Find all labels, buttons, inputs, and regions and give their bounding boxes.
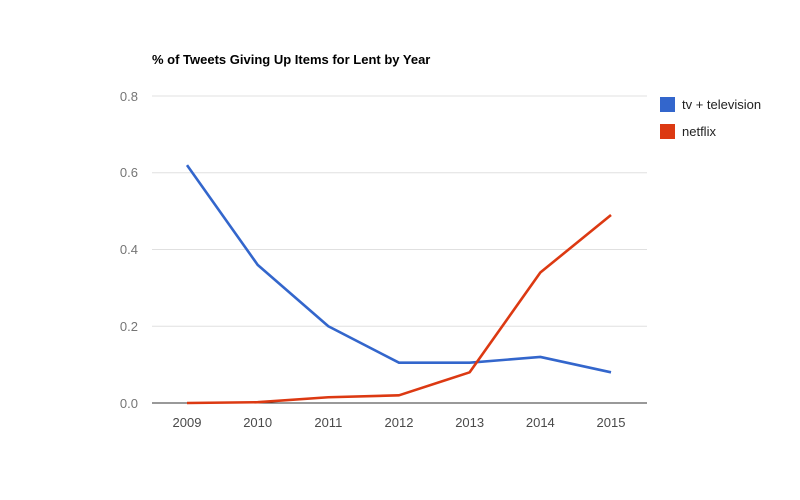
y-tick-label: 0.4 [119, 242, 138, 257]
chart-title: % of Tweets Giving Up Items for Lent by … [152, 52, 431, 67]
line-netflix [186, 213, 612, 405]
x-tick-label: 2011 [314, 415, 343, 430]
y-tick-label: 0.8 [119, 88, 138, 104]
y-tick-label: 0.2 [119, 318, 138, 334]
legend-item: netflix [660, 124, 761, 139]
legend: tv + television netflix [660, 97, 761, 151]
y-tick-label: 0.6 [119, 165, 138, 181]
legend-item: tv + television [660, 97, 761, 112]
x-tick-label: 2014 [525, 415, 555, 430]
x-tick-label: 2015 [596, 415, 626, 430]
legend-swatch-icon [660, 97, 675, 112]
series-lines [185, 164, 612, 405]
x-tick-label: 2013 [455, 415, 485, 430]
legend-swatch-icon [660, 124, 675, 139]
legend-label: netflix [682, 124, 716, 139]
x-tick-label: 2012 [384, 415, 414, 430]
y-tick-label: 0.0 [119, 395, 138, 411]
gridlines [152, 95, 647, 404]
x-tick-label: 2010 [243, 415, 273, 430]
line-tv-television [185, 164, 612, 374]
legend-label: tv + television [682, 97, 762, 112]
x-tick-label: 2009 [172, 415, 202, 430]
